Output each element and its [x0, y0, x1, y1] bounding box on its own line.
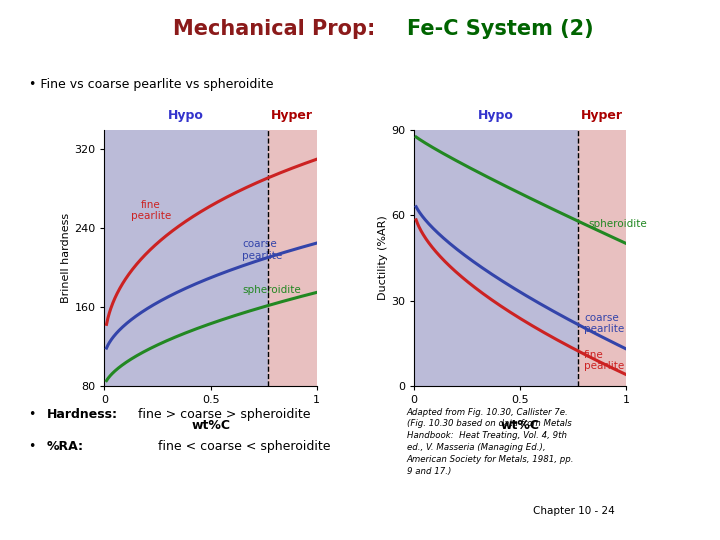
Text: fine < coarse < spheroidite: fine < coarse < spheroidite [126, 440, 330, 453]
Text: Adapted from Fig. 10.30, Callister 7e.
(Fig. 10.30 based on data from Metals
Han: Adapted from Fig. 10.30, Callister 7e. (… [407, 408, 575, 476]
Text: Fe-C System (2): Fe-C System (2) [407, 19, 593, 39]
Text: •: • [29, 408, 40, 421]
Text: Hyper: Hyper [271, 109, 313, 122]
Text: wt%C: wt%C [191, 420, 230, 433]
Text: •: • [29, 440, 40, 453]
Text: Chapter 10 - 24: Chapter 10 - 24 [533, 505, 615, 516]
Text: fine
pearlite: fine pearlite [131, 200, 171, 221]
Text: Hypo: Hypo [478, 109, 513, 122]
Text: Mechanical Prop:: Mechanical Prop: [173, 19, 390, 39]
Bar [577, 130, 626, 386]
Text: coarse
pearlite: coarse pearlite [584, 313, 624, 334]
Text: • Fine vs coarse pearlite vs spheroidite: • Fine vs coarse pearlite vs spheroidite [29, 78, 274, 91]
Text: %RA:: %RA: [47, 440, 84, 453]
Y-axis label: Brinell hardness: Brinell hardness [61, 213, 71, 303]
Text: fine > coarse > spheroidite: fine > coarse > spheroidite [126, 408, 310, 421]
Text: spheroidite: spheroidite [588, 219, 647, 228]
Bar [104, 130, 268, 386]
Text: coarse
pearlite: coarse pearlite [243, 239, 283, 261]
Text: Hyper: Hyper [581, 109, 623, 122]
Bar [414, 130, 577, 386]
Text: Hypo: Hypo [168, 109, 204, 122]
Text: wt%C: wt%C [500, 420, 540, 433]
Bar [268, 130, 317, 386]
Text: Hardness:: Hardness: [47, 408, 118, 421]
Y-axis label: Ductility (%AR): Ductility (%AR) [378, 215, 388, 300]
Text: fine
pearlite: fine pearlite [584, 350, 624, 372]
Text: spheroidite: spheroidite [243, 286, 301, 295]
